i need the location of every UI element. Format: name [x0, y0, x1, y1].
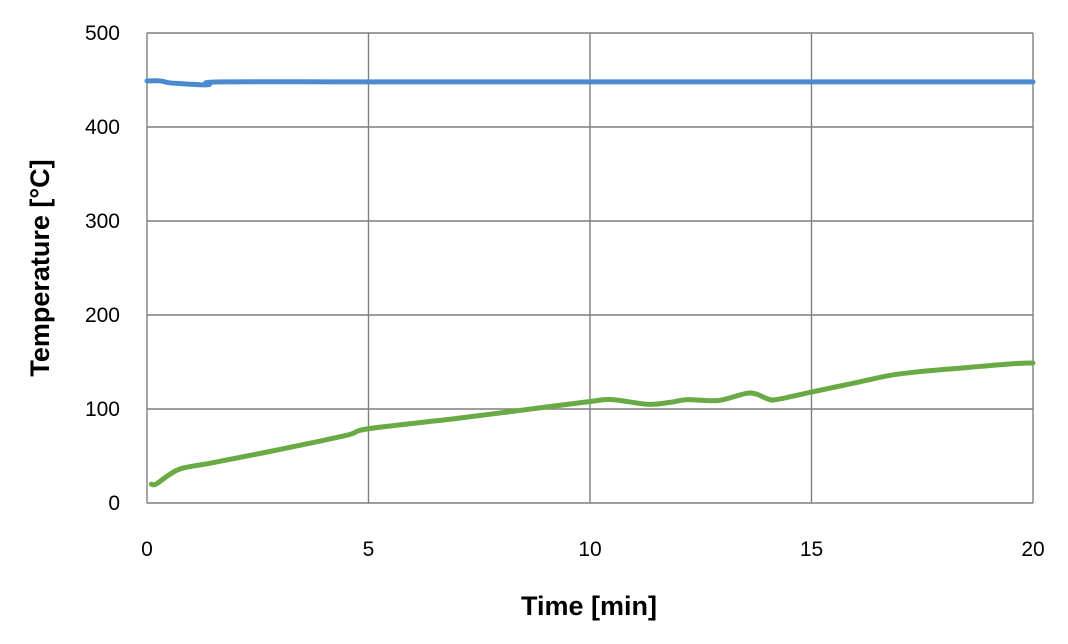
y-tick-label: 300	[85, 210, 120, 233]
y-tick-label: 500	[85, 22, 120, 45]
x-axis-ticks: 0 5 10 15 20	[141, 538, 1045, 561]
x-tick-label: 15	[800, 538, 823, 561]
x-tick-label: 5	[363, 538, 375, 561]
y-axis-ticks: 0 100 200 300 400 500	[85, 22, 120, 515]
gridlines	[146, 32, 1034, 504]
y-tick-label: 100	[85, 398, 120, 421]
y-axis-label: Temperature [°C]	[25, 159, 55, 376]
y-tick-label: 400	[85, 116, 120, 139]
series-line-1	[144, 78, 1036, 88]
series-layer	[144, 78, 1036, 488]
series-line-2	[148, 360, 1036, 488]
x-axis-label: Time [min]	[521, 591, 657, 621]
y-tick-label: 0	[108, 492, 120, 515]
y-tick-label: 200	[85, 304, 120, 327]
x-tick-label: 10	[578, 538, 601, 561]
x-tick-label: 0	[141, 538, 153, 561]
x-tick-label: 20	[1021, 538, 1044, 561]
